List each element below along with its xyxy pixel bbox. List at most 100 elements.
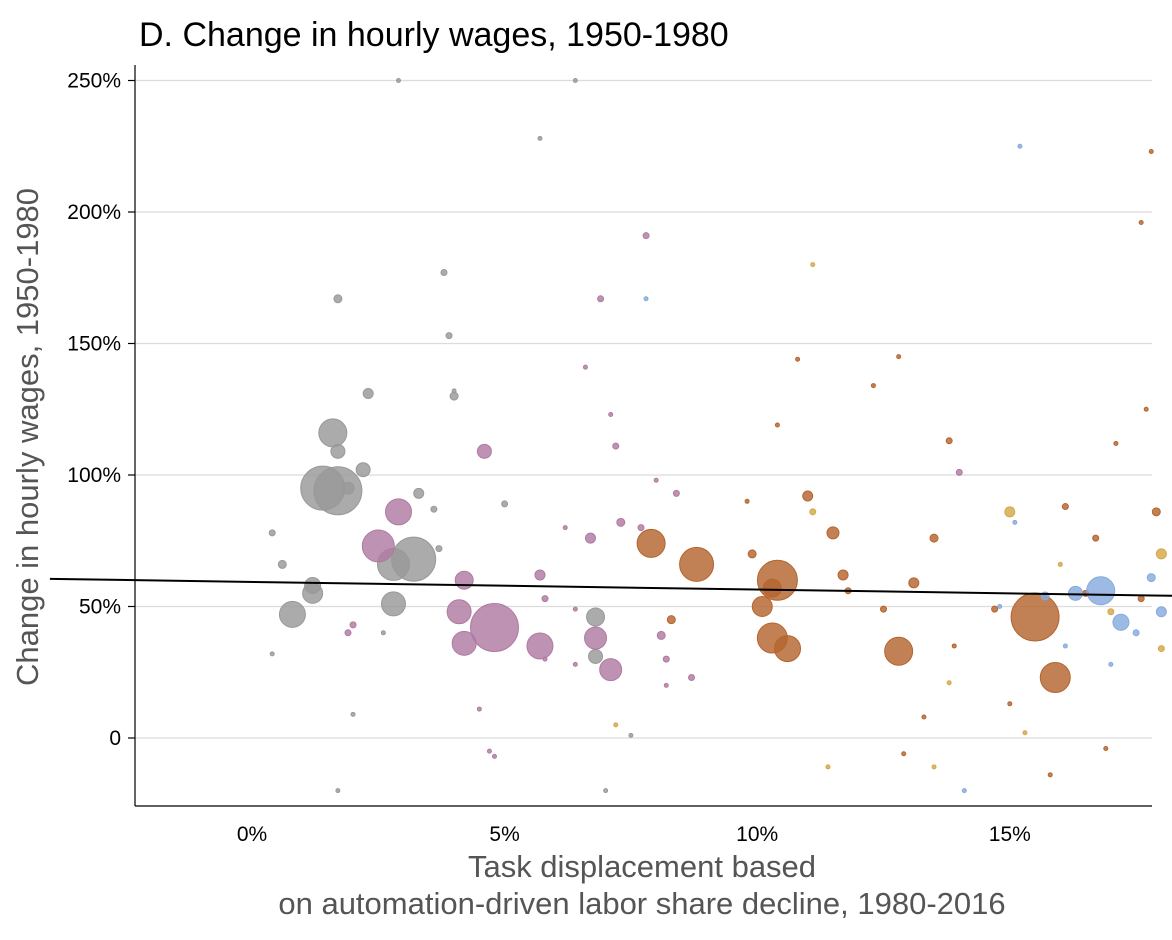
- data-point: [349, 621, 357, 629]
- data-point: [1148, 149, 1154, 155]
- data-point: [440, 268, 448, 276]
- data-point: [991, 605, 999, 613]
- data-point: [335, 788, 341, 794]
- data-point: [612, 442, 620, 450]
- data-point: [837, 569, 849, 581]
- data-point: [1103, 746, 1109, 752]
- x-tick-label: 0%: [237, 823, 267, 846]
- data-point: [451, 630, 477, 656]
- data-point: [774, 422, 780, 428]
- data-point: [662, 655, 670, 663]
- data-point: [304, 576, 322, 594]
- data-point: [1157, 645, 1165, 653]
- data-point: [385, 498, 413, 526]
- data-point: [597, 295, 605, 303]
- data-point: [1132, 629, 1140, 637]
- fit-line: [49, 577, 1172, 597]
- y-tick-label: 50%: [79, 596, 121, 619]
- data-point: [1022, 730, 1028, 736]
- data-point: [656, 630, 666, 640]
- data-point: [1007, 701, 1013, 707]
- data-point: [454, 570, 474, 590]
- data-point: [636, 528, 666, 558]
- data-point: [599, 658, 623, 682]
- data-point: [572, 78, 578, 83]
- x-tick-label: 5%: [489, 823, 519, 846]
- data-point: [642, 232, 650, 240]
- data-point: [666, 615, 676, 625]
- data-point: [1062, 643, 1068, 649]
- x-axis-label-line-1: Task displacement based: [468, 849, 816, 884]
- data-points: [268, 78, 1167, 794]
- data-point: [268, 529, 276, 537]
- data-point: [300, 465, 346, 511]
- y-tick-label: 100%: [67, 464, 121, 487]
- data-point: [921, 714, 927, 720]
- data-point: [955, 468, 963, 476]
- x-tick-label: 10%: [736, 823, 778, 846]
- data-point: [526, 632, 554, 660]
- data-point: [586, 607, 606, 627]
- y-axis-label: Change in hourly wages, 1950-1980: [10, 188, 45, 686]
- data-point: [1113, 440, 1119, 446]
- data-point: [1108, 661, 1114, 667]
- data-point: [1092, 534, 1100, 542]
- data-point: [1039, 662, 1071, 694]
- data-point: [380, 630, 386, 636]
- data-point: [572, 606, 578, 612]
- data-point: [396, 78, 402, 83]
- data-point: [1010, 592, 1060, 642]
- fit-line-group: [49, 577, 1172, 597]
- data-point: [1086, 576, 1116, 606]
- data-point: [542, 656, 548, 662]
- data-point: [603, 788, 609, 794]
- data-point: [1143, 406, 1149, 412]
- data-point: [884, 636, 914, 666]
- data-point: [870, 383, 876, 389]
- data-point: [653, 477, 659, 483]
- data-point: [476, 706, 482, 712]
- data-point: [1061, 503, 1069, 511]
- data-point: [929, 533, 939, 543]
- data-point: [608, 412, 614, 418]
- data-point: [613, 722, 619, 728]
- data-point: [588, 648, 604, 664]
- data-point: [350, 711, 356, 717]
- data-point: [643, 296, 649, 302]
- data-point: [469, 603, 519, 653]
- data-point: [1155, 606, 1167, 618]
- data-point: [747, 549, 757, 559]
- data-point: [572, 661, 578, 667]
- data-point: [901, 751, 907, 757]
- data-point: [810, 262, 816, 268]
- data-point: [1107, 608, 1115, 616]
- data-point: [945, 437, 953, 445]
- data-point: [491, 753, 497, 759]
- data-point: [795, 356, 801, 362]
- data-point: [318, 418, 348, 448]
- data-point: [278, 600, 306, 628]
- data-point: [1047, 772, 1053, 778]
- data-point: [541, 595, 549, 603]
- data-point: [802, 490, 814, 502]
- data-point: [1017, 143, 1023, 149]
- data-point: [435, 545, 443, 553]
- data-point: [413, 487, 425, 499]
- data-point: [637, 524, 645, 532]
- data-point: [277, 559, 287, 569]
- y-axis-ticks: 0 50% 100% 150% 200% 250%: [67, 70, 135, 750]
- data-point: [774, 635, 802, 663]
- data-point: [908, 577, 920, 589]
- data-point: [880, 605, 887, 613]
- x-axis-ticks: 0%5%10%15%20%25%30%: [237, 823, 1031, 846]
- data-point: [825, 764, 831, 770]
- data-point: [584, 626, 608, 650]
- data-point: [501, 500, 509, 508]
- data-point: [269, 651, 275, 657]
- data-point: [333, 294, 343, 304]
- data-point: [446, 599, 472, 625]
- data-point: [997, 604, 1003, 609]
- data-point: [809, 508, 817, 516]
